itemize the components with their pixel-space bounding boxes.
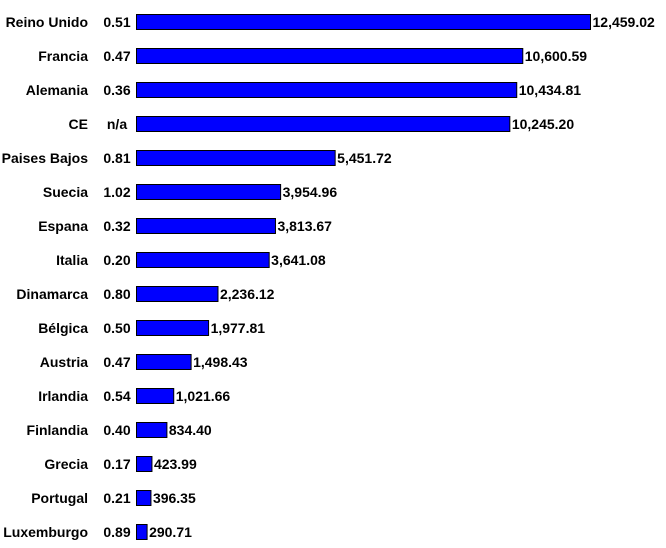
ratio-label: 0.20 [103,252,130,268]
ratio-label: 0.36 [103,82,130,98]
ratio-label: 0.80 [103,286,130,302]
category-label: Paises Bajos [2,150,89,166]
category-label: Portugal [31,490,88,506]
bar [136,286,219,302]
category-label: Luxemburgo [3,524,88,540]
category-label: Dinamarca [16,286,88,302]
ratio-label: 0.50 [103,320,130,336]
value-label: 3,641.08 [271,252,326,268]
bar [136,252,270,268]
ratio-label: 0.47 [103,354,130,370]
bar [136,82,518,98]
value-label: 423.99 [154,456,197,472]
value-label: 5,451.72 [337,150,392,166]
ratio-label: 0.40 [103,422,130,438]
ratio-label: 0.54 [103,388,130,404]
chart-rows: Reino Unido 0.51 12,459.02 Francia 0.47 10,60… [2,14,655,540]
ratio-label: 0.81 [103,150,130,166]
category-label: Italia [56,252,88,268]
category-label: Francia [38,48,88,64]
value-label: 1,498.43 [193,354,248,370]
value-label: 1,021.66 [176,388,231,404]
bar [136,116,511,132]
bar [136,184,282,200]
ratio-label: 1.02 [103,184,130,200]
bar [136,490,152,506]
value-label: 10,600.59 [525,48,587,64]
category-label: Grecia [44,456,88,472]
value-label: 3,954.96 [283,184,338,200]
bar [136,150,336,166]
category-label: Irlandia [38,388,88,404]
bar [136,388,175,404]
category-label: CE [69,116,88,132]
category-label: Alemania [26,82,88,98]
ratio-label: 0.89 [103,524,130,540]
value-label: 3,813.67 [277,218,332,234]
bar [136,524,148,540]
value-label: 2,236.12 [220,286,275,302]
value-label: 12,459.02 [593,14,655,30]
category-label: Bélgica [38,320,88,336]
ratio-label: 0.47 [103,48,130,64]
bar [136,48,524,64]
value-label: 10,434.81 [519,82,581,98]
bar [136,14,591,30]
ratio-label: 0.21 [103,490,130,506]
category-label: Austria [40,354,88,370]
category-label: Espana [38,218,88,234]
ratio-label: 0.32 [103,218,130,234]
bar [136,354,192,370]
value-label: 1,977.81 [211,320,266,336]
value-label: 834.40 [169,422,212,438]
value-label: 10,245.20 [512,116,574,132]
bar [136,218,276,234]
bar [136,456,153,472]
category-label: Reino Unido [6,14,88,30]
bar [136,422,168,438]
ratio-label: 0.51 [103,14,130,30]
ratio-label: 0.17 [103,456,130,472]
bar [136,320,210,336]
value-label: 396.35 [153,490,196,506]
value-label: 290.71 [149,524,192,540]
ratio-label: n/a [107,116,127,132]
category-label: Finlandia [27,422,89,438]
category-label: Suecia [43,184,88,200]
